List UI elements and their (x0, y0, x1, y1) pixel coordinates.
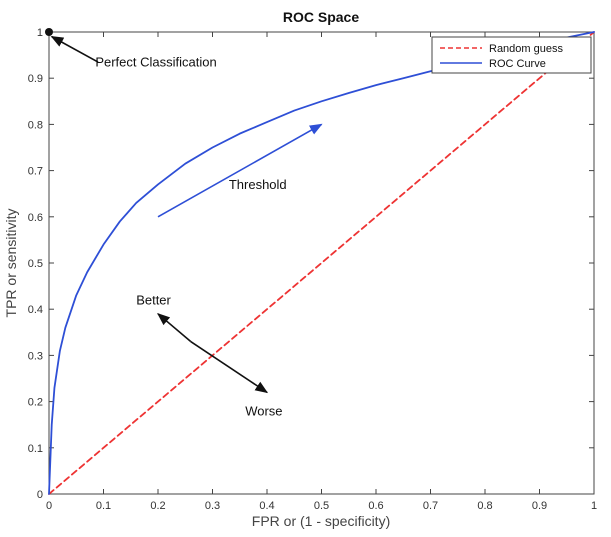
x-axis-label: FPR or (1 - specificity) (252, 513, 390, 529)
y-tick-label: 0 (37, 489, 43, 501)
y-axis: 0 0.1 0.2 0.3 0.4 0.5 0.6 0.7 0.8 0.9 1 (28, 27, 594, 501)
x-tick-label: 0.4 (259, 500, 274, 512)
series-layer (45, 28, 595, 495)
annotation-arrow (50, 35, 99, 63)
x-tick-label: 0.7 (423, 500, 438, 512)
y-tick-label: 0.6 (28, 212, 43, 224)
annotation-better: Better (136, 293, 171, 308)
annotation-layer: Perfect Classification Threshold Better Wor… (95, 55, 286, 419)
chart-title: ROC Space (283, 9, 359, 25)
x-axis: 0 0.1 0.2 0.3 0.4 0.5 0.6 0.7 0.8 0.9 1 (46, 32, 597, 512)
y-tick-label: 0.3 (28, 350, 43, 362)
legend-label-random-guess: Random guess (489, 43, 563, 55)
x-tick-label: 0.6 (368, 500, 383, 512)
legend-box (431, 36, 592, 74)
arrow-layer (50, 35, 323, 394)
y-tick-label: 0.5 (28, 258, 43, 270)
annotation-arrow (157, 312, 192, 343)
y-tick-label: 0.9 (28, 73, 43, 85)
x-tick-label: 0.5 (314, 500, 329, 512)
x-tick-label: 0 (46, 500, 52, 512)
series-line-random-guess (48, 31, 595, 495)
x-tick-label: 0.3 (205, 500, 220, 512)
legend-label-roc-curve: ROC Curve (489, 58, 546, 70)
perfect-classification-marker (45, 28, 53, 36)
y-tick-label: 0.1 (28, 443, 43, 455)
y-tick-label: 0.2 (28, 397, 43, 409)
y-tick-label: 0.4 (28, 304, 43, 316)
annotation-arrow (190, 340, 269, 394)
y-tick-label: 0.8 (28, 119, 43, 131)
annotation-worse: Worse (245, 403, 282, 418)
x-tick-label: 0.2 (150, 500, 165, 512)
annotation-threshold: Threshold (229, 177, 287, 192)
x-tick-label: 0.9 (532, 500, 547, 512)
y-axis-label: TPR or sensitivity (3, 209, 19, 318)
x-tick-label: 0.8 (477, 500, 492, 512)
y-tick-label: 1 (37, 27, 43, 39)
legend: Random guess ROC Curve (431, 36, 592, 74)
series-line-roc-curve (48, 31, 595, 495)
annotation-perfect-classification: Perfect Classification (95, 55, 216, 70)
x-tick-label: 1 (591, 500, 597, 512)
y-tick-label: 0.7 (28, 166, 43, 178)
annotation-arrow (157, 123, 323, 218)
x-tick-label: 0.1 (96, 500, 111, 512)
